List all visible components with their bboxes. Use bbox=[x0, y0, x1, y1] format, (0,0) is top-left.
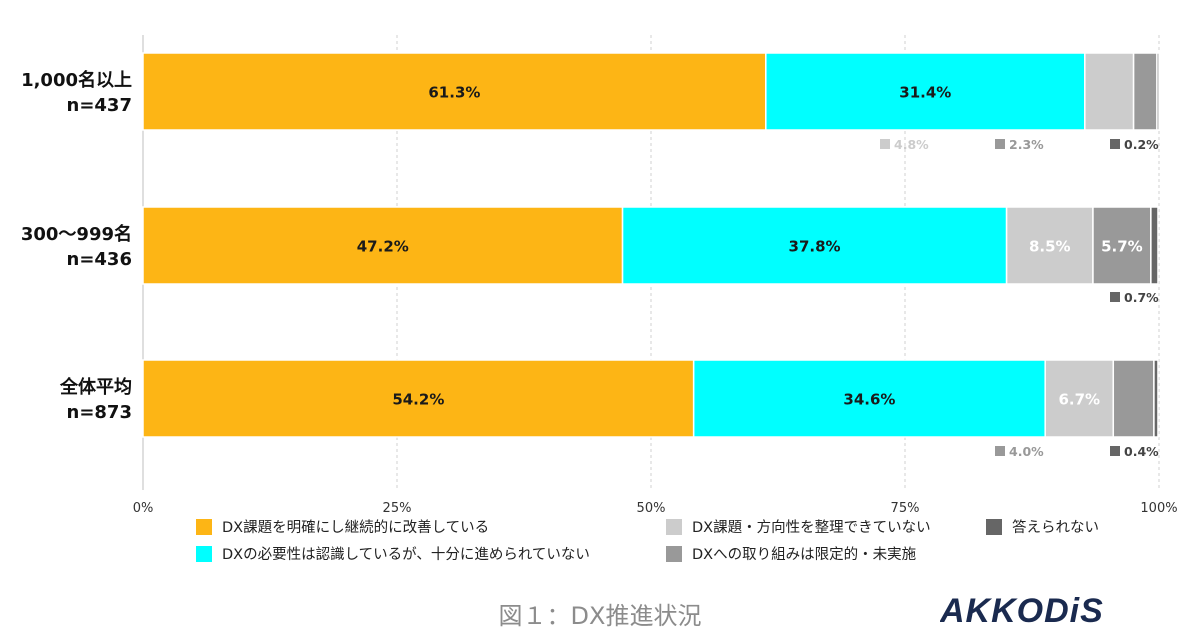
bar-segment bbox=[1156, 52, 1160, 131]
legend-label: 答えられない bbox=[1012, 520, 1099, 536]
x-tick-labels: 0% 25% 50% 75% 100% bbox=[133, 501, 1178, 516]
x-tick-label: 100% bbox=[1140, 501, 1177, 516]
callout-swatch bbox=[995, 139, 1005, 149]
data-labels: 61.3% 31.4% 4.8% 2.3% 0.2% 47.2% 37.8% 8.5% 5.7%… bbox=[357, 84, 1159, 460]
legend-label: DX課題・方向性を整理できていない bbox=[692, 520, 931, 536]
bar-segment bbox=[1132, 52, 1158, 131]
data-label: 37.8% bbox=[789, 238, 841, 256]
legend: DX課題を明確にし継続的に改善している DX課題・方向性を整理できていない 答え… bbox=[196, 516, 1186, 564]
data-label: 54.2% bbox=[392, 391, 444, 409]
figure-caption: 図１：DX推進状況 bbox=[498, 602, 702, 630]
category-label: 1,000名以上 bbox=[21, 69, 132, 91]
data-label-callout: 0.7% bbox=[1124, 290, 1159, 305]
legend-item-s4: 答えられない bbox=[986, 516, 1186, 537]
callout-swatch bbox=[1110, 292, 1120, 302]
category-n-label: n=873 bbox=[67, 402, 132, 423]
legend-swatch bbox=[986, 518, 1002, 535]
callout-swatch bbox=[880, 139, 890, 149]
category-labels: 1,000名以上 n=437 300〜999名 n=436 全体平均 n=873 bbox=[21, 69, 132, 423]
bars bbox=[142, 52, 1160, 438]
data-label-callout: 4.8% bbox=[894, 137, 929, 152]
bar-segment bbox=[142, 206, 624, 285]
category-label: 300〜999名 bbox=[21, 223, 132, 245]
data-label: 8.5% bbox=[1029, 238, 1071, 256]
data-label-callout: 2.3% bbox=[1009, 137, 1044, 152]
data-label: 61.3% bbox=[428, 84, 480, 102]
data-label: 47.2% bbox=[357, 238, 409, 256]
x-tick-label: 50% bbox=[637, 501, 666, 516]
bar-segment bbox=[1084, 52, 1135, 131]
data-label-callout: 0.2% bbox=[1124, 137, 1159, 152]
x-tick-label: 25% bbox=[383, 501, 412, 516]
akkodis-logo: AKKODiS bbox=[940, 592, 1104, 630]
callout-swatch bbox=[1110, 446, 1120, 456]
logo-text: AKKODiS bbox=[940, 592, 1104, 630]
callout-swatch bbox=[1110, 139, 1120, 149]
legend-item-s0: DX課題を明確にし継続的に改善している bbox=[196, 516, 666, 537]
legend-label: DXの必要性は認識しているが、十分に進められていない bbox=[222, 547, 590, 563]
bar-segment bbox=[1044, 359, 1115, 438]
legend-swatch bbox=[196, 518, 212, 535]
legend-swatch bbox=[666, 545, 682, 562]
legend-item-s1: DXの必要性は認識しているが、十分に進められていない bbox=[196, 543, 666, 564]
bar-segment bbox=[1150, 206, 1159, 285]
data-label: 31.4% bbox=[899, 84, 951, 102]
category-n-label: n=436 bbox=[67, 249, 132, 270]
bar-segment bbox=[1153, 359, 1159, 438]
data-label-callout: 4.0% bbox=[1009, 444, 1044, 459]
legend-item-s3: DXへの取り組みは限定的・未実施 bbox=[666, 543, 986, 564]
bar-segment bbox=[621, 206, 1008, 285]
legend-swatch bbox=[196, 545, 212, 562]
x-tick-label: 0% bbox=[133, 501, 154, 516]
callout-swatch bbox=[995, 446, 1005, 456]
legend-label: DX課題を明確にし継続的に改善している bbox=[222, 520, 490, 536]
data-label: 5.7% bbox=[1101, 238, 1143, 256]
category-n-label: n=437 bbox=[67, 95, 132, 116]
bar-segment bbox=[1112, 359, 1155, 438]
data-label: 6.7% bbox=[1058, 391, 1100, 409]
bar-segment bbox=[142, 52, 767, 131]
legend-item-s2: DX課題・方向性を整理できていない bbox=[666, 516, 986, 537]
x-tick-label: 75% bbox=[891, 501, 920, 516]
legend-label: DXへの取り組みは限定的・未実施 bbox=[692, 547, 917, 563]
data-label-callout: 0.4% bbox=[1124, 444, 1159, 459]
category-label: 全体平均 bbox=[59, 376, 132, 398]
bar-segment bbox=[1005, 206, 1094, 285]
legend-swatch bbox=[666, 518, 682, 535]
bar-segment bbox=[142, 359, 695, 438]
data-label: 34.6% bbox=[843, 391, 895, 409]
